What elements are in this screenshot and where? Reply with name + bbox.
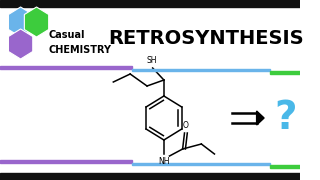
- Bar: [132, 69, 270, 71]
- Text: RETROSYNTHESIS: RETROSYNTHESIS: [108, 28, 304, 48]
- Bar: [0, 173, 300, 180]
- Polygon shape: [8, 29, 33, 59]
- Bar: [270, 71, 300, 73]
- Bar: [0, 0, 300, 7]
- Bar: [132, 163, 270, 165]
- Bar: [270, 165, 300, 168]
- Bar: [0, 160, 132, 163]
- Text: O: O: [182, 121, 188, 130]
- Polygon shape: [8, 7, 33, 37]
- Bar: [0, 66, 132, 69]
- Polygon shape: [257, 111, 264, 125]
- Text: NH: NH: [158, 157, 170, 166]
- Text: SH: SH: [147, 56, 157, 65]
- Text: Casual: Casual: [49, 30, 85, 40]
- Polygon shape: [24, 7, 49, 37]
- Text: CHEMISTRY: CHEMISTRY: [49, 45, 112, 55]
- Text: ?: ?: [274, 99, 297, 137]
